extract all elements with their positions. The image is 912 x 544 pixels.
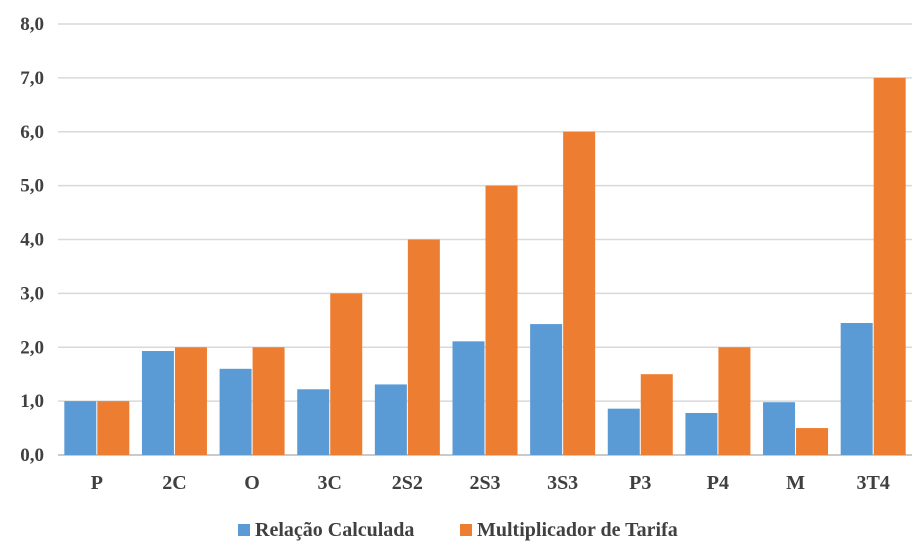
x-axis-category-labels: P 2C O 3C 2S2 2S3 3S3 P3 P4 M 3T4: [91, 472, 890, 494]
bar-multiplicador-de-tarifa: [97, 401, 130, 455]
bar-relacao-calculada: [685, 412, 718, 455]
legend: Relação Calculada Multiplicador de Tarifa: [238, 519, 678, 541]
bar-multiplicador-de-tarifa: [563, 131, 596, 455]
bar-relacao-calculada: [297, 389, 330, 455]
bar-multiplicador-de-tarifa: [873, 77, 906, 455]
bar-multiplicador-de-tarifa: [407, 239, 440, 455]
bar-multiplicador-de-tarifa: [252, 347, 285, 455]
bars: [64, 77, 906, 455]
bar-multiplicador-de-tarifa: [718, 347, 751, 455]
x-category-label: 3S3: [547, 472, 578, 494]
legend-label: Multiplicador de Tarifa: [477, 519, 678, 541]
bar-relacao-calculada: [763, 402, 796, 455]
x-category-label: 3T4: [857, 472, 890, 494]
y-tick-label: 8,0: [20, 14, 44, 35]
x-category-label: 2S3: [469, 472, 500, 494]
x-category-label: O: [244, 472, 260, 494]
y-tick-label: 3,0: [20, 283, 44, 304]
bar-relacao-calculada: [607, 408, 640, 455]
legend-swatch: [460, 524, 472, 536]
bar-relacao-calculada: [530, 324, 563, 455]
x-category-label: P: [91, 472, 103, 494]
bar-multiplicador-de-tarifa: [485, 185, 518, 455]
bar-relacao-calculada: [141, 351, 174, 455]
x-category-label: 3C: [318, 472, 342, 494]
y-tick-label: 0,0: [20, 445, 44, 466]
x-category-label: P3: [629, 472, 651, 494]
x-category-label: 2C: [162, 472, 186, 494]
bar-relacao-calculada: [374, 384, 407, 455]
y-tick-label: 5,0: [20, 176, 44, 197]
y-tick-label: 7,0: [20, 68, 44, 89]
y-tick-label: 2,0: [20, 337, 44, 358]
bar-multiplicador-de-tarifa: [796, 428, 829, 455]
legend-label: Relação Calculada: [255, 519, 414, 541]
bar-relacao-calculada: [452, 341, 485, 455]
y-tick-label: 6,0: [20, 122, 44, 143]
y-tick-label: 1,0: [20, 391, 44, 412]
bar-multiplicador-de-tarifa: [330, 293, 363, 455]
x-category-label: M: [786, 472, 805, 494]
bar-multiplicador-de-tarifa: [174, 347, 207, 455]
x-category-label: P4: [707, 472, 729, 494]
bar-relacao-calculada: [64, 401, 97, 455]
y-tick-label: 4,0: [20, 230, 44, 251]
bar-relacao-calculada: [219, 368, 252, 455]
x-category-label: 2S2: [392, 472, 423, 494]
bar-relacao-calculada: [840, 323, 873, 455]
bar-multiplicador-de-tarifa: [640, 374, 673, 455]
legend-swatch: [238, 524, 250, 536]
y-axis-tick-labels: 0,0 1,0 2,0 3,0 4,0 5,0 6,0 7,0 8,0: [20, 14, 44, 466]
